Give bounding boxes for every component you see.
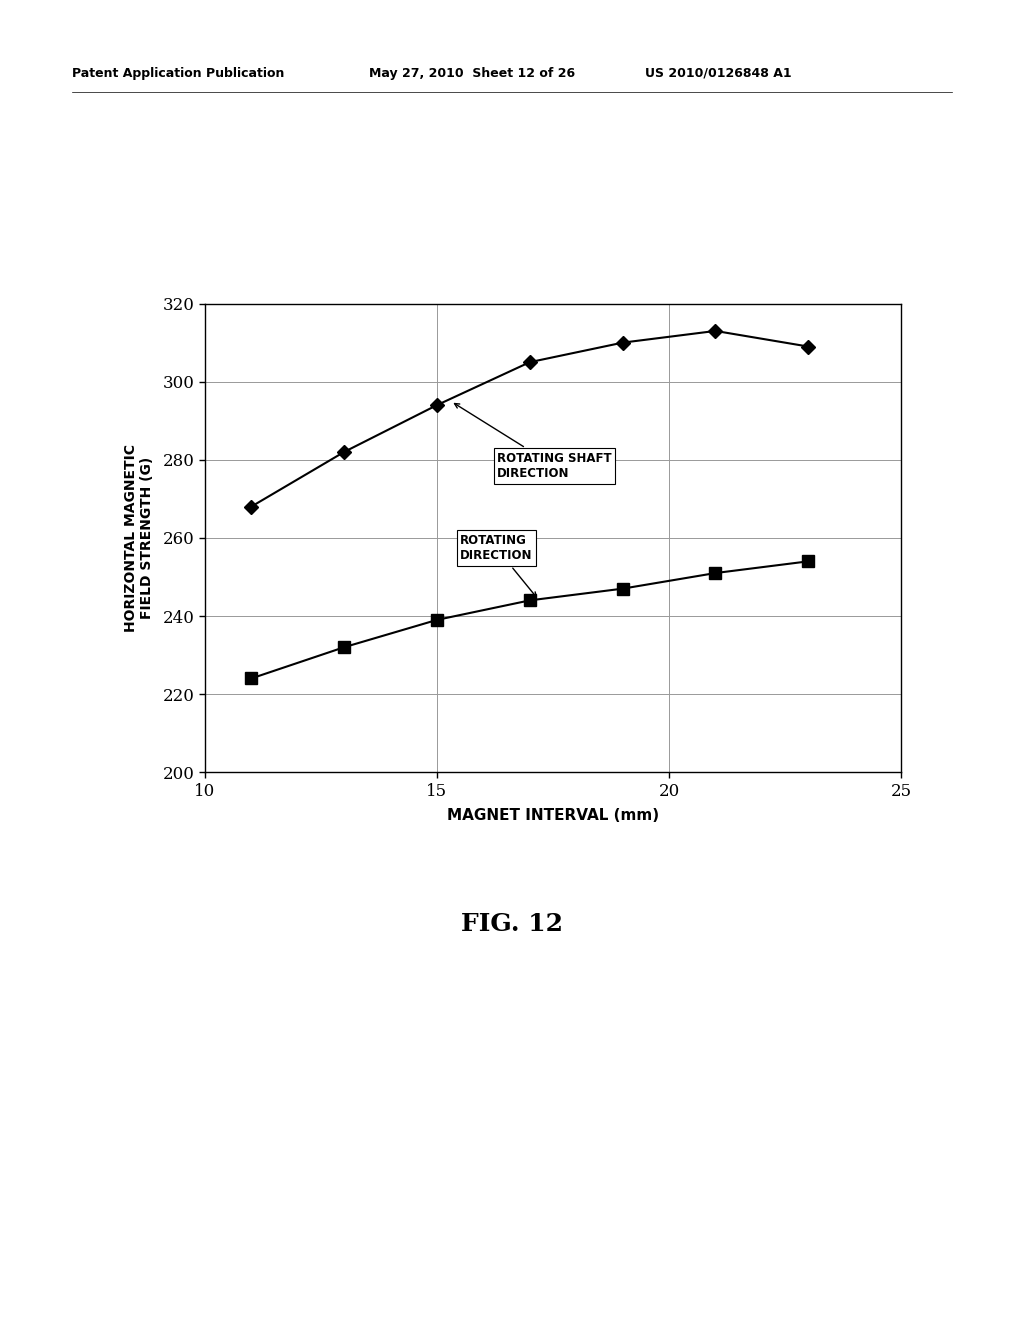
Text: ROTATING
DIRECTION: ROTATING DIRECTION [460, 535, 537, 597]
Y-axis label: HORIZONTAL MAGNETIC
FIELD STRENGTH (G): HORIZONTAL MAGNETIC FIELD STRENGTH (G) [124, 444, 155, 632]
Text: FIG. 12: FIG. 12 [461, 912, 563, 936]
Text: US 2010/0126848 A1: US 2010/0126848 A1 [645, 66, 792, 79]
Text: Patent Application Publication: Patent Application Publication [72, 66, 284, 79]
X-axis label: MAGNET INTERVAL (mm): MAGNET INTERVAL (mm) [446, 808, 659, 822]
Text: May 27, 2010  Sheet 12 of 26: May 27, 2010 Sheet 12 of 26 [369, 66, 574, 79]
Text: ROTATING SHAFT
DIRECTION: ROTATING SHAFT DIRECTION [455, 404, 612, 480]
